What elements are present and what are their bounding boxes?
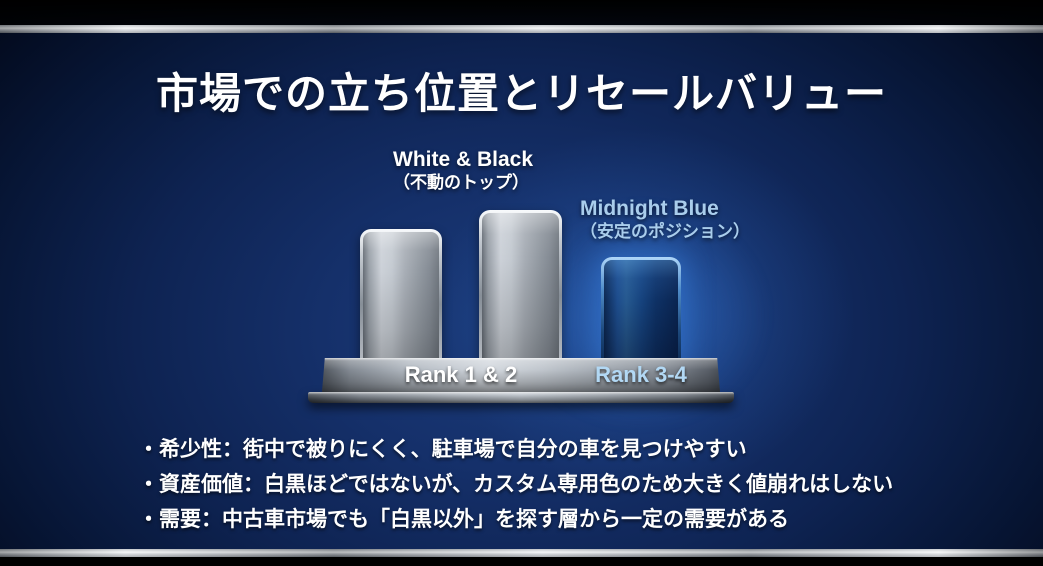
label-midnight-blue: Midnight Blue （安定のポジション） bbox=[580, 196, 750, 243]
bullet-asset-value: ・資産価値：白黒ほどではないが、カスタム専用色のため大きく値崩れはしない bbox=[138, 473, 894, 496]
label-white-black: White & Black （不動のトップ） bbox=[393, 147, 533, 194]
bullet-rarity: ・希少性：街中で被りにくく、駐車場で自分の車を見つけやすい bbox=[138, 438, 747, 461]
top-letterbox bbox=[0, 0, 1043, 25]
bullet-demand: ・需要：中古車市場でも「白黒以外」を探す層から一定の需要がある bbox=[138, 508, 789, 531]
rank-label-1-2: Rank 1 & 2 bbox=[404, 362, 518, 387]
bottom-letterbox bbox=[0, 557, 1043, 566]
group-subtitle-midnight-blue: （安定のポジション） bbox=[580, 222, 750, 241]
rank-label-3-4: Rank 3-4 bbox=[595, 362, 687, 387]
group-name-white-black: White & Black bbox=[393, 148, 534, 171]
group-subtitle-white-black: （不動のトップ） bbox=[393, 173, 529, 192]
pillar-face bbox=[363, 232, 439, 363]
pillar-face bbox=[604, 260, 678, 363]
bullet-list: ・希少性：街中で被りにくく、駐車場で自分の車を見つけやすい ・資産価値：白黒ほど… bbox=[138, 432, 893, 537]
podium-base: Rank 1 & 2 Rank 3-4 bbox=[322, 358, 720, 392]
page-title: 市場での立ち位置とリセールバリュー bbox=[155, 70, 887, 117]
group-name-midnight-blue: Midnight Blue bbox=[580, 197, 719, 220]
pillar-white-black-b bbox=[479, 210, 562, 366]
podium-lip bbox=[308, 392, 734, 403]
top-metallic-divider bbox=[0, 25, 1043, 33]
bottom-metallic-divider bbox=[0, 549, 1043, 557]
pillar-face bbox=[482, 213, 559, 363]
pillar-white-black-a bbox=[360, 229, 442, 366]
pillar-midnight-blue bbox=[601, 257, 681, 366]
